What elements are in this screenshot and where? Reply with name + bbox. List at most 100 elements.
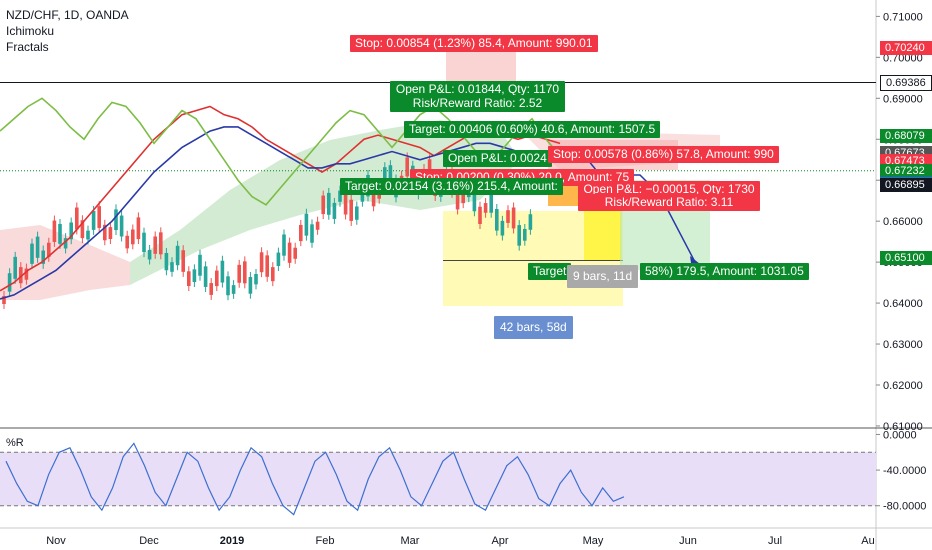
candle-body — [332, 202, 337, 219]
candle-body — [338, 190, 342, 202]
candle-body — [271, 267, 275, 282]
williams-r-line — [5, 442, 625, 516]
candle-body — [7, 273, 12, 292]
time-tick-label: May — [583, 535, 604, 547]
candle-body — [511, 207, 516, 229]
time-tick-label: Au — [861, 535, 874, 547]
candle-body — [243, 261, 247, 284]
candle-body — [461, 193, 465, 204]
candle-body — [80, 220, 85, 239]
chart-legend: NZD/CHF, 1D, OANDA Ichimoku Fractals — [6, 7, 129, 55]
candle-body — [287, 242, 292, 263]
candle-body — [506, 210, 510, 223]
trade-label[interactable]: Target: 0.02154 (3.16%) 215.4, Amount: — [340, 178, 563, 195]
candle-body — [164, 252, 169, 271]
candle-body — [153, 236, 157, 254]
candle-body — [108, 227, 113, 240]
candle-body — [41, 250, 45, 264]
trade-label[interactable]: Target: 0.00406 (0.60%) 40.6, Amount: 15… — [404, 121, 661, 138]
candle-body — [52, 220, 57, 242]
candle-body — [75, 207, 79, 230]
symbol-title[interactable]: NZD/CHF, 1D, OANDA — [6, 8, 129, 22]
price-tick-label: 0.61000 — [883, 421, 923, 433]
price-label: 0.67232 — [880, 163, 932, 178]
price-label: 0.66895 — [880, 177, 932, 192]
trade-label[interactable]: Risk/Reward Ratio: 2.52 — [390, 95, 565, 112]
price-tick-label: 0.70000 — [883, 52, 923, 64]
candle-body — [282, 234, 286, 256]
trade-label[interactable]: 58%) 179.5, Amount: 1031.05 — [640, 263, 809, 280]
time-tick-label: Apr — [491, 535, 508, 547]
candle-body — [136, 217, 141, 240]
range-divider — [443, 260, 623, 261]
indicator-fractals[interactable]: Fractals — [6, 40, 49, 54]
candle-body — [2, 296, 6, 304]
price-label: 0.65100 — [880, 251, 932, 266]
candle-body — [203, 266, 208, 287]
candle-body — [299, 224, 303, 242]
candle-body — [371, 186, 376, 207]
candle-body — [293, 247, 297, 259]
candle-body — [187, 271, 191, 287]
price-tick-label: 0.63000 — [883, 339, 923, 351]
candle-body — [131, 229, 135, 245]
candle-body — [355, 206, 359, 220]
indicator-ichimoku[interactable]: Ichimoku — [6, 24, 55, 38]
candle-body — [315, 221, 320, 230]
candle-body — [97, 206, 101, 228]
candle-body — [142, 232, 146, 253]
time-tick-label: Feb — [316, 535, 335, 547]
wr-tick-label: 0.0000 — [883, 429, 917, 441]
time-tick-label: Jul — [768, 535, 782, 547]
candle-body — [388, 165, 393, 188]
candle-body — [91, 210, 96, 230]
candle-body — [489, 193, 493, 213]
trade-label[interactable]: Risk/Reward Ratio: 3.11 — [578, 194, 760, 211]
candle-body — [248, 277, 253, 294]
time-tick-label: Mar — [401, 535, 420, 547]
candle-body — [19, 267, 23, 284]
wr-tick-label: -40.0000 — [883, 465, 926, 477]
candle-body — [254, 273, 258, 285]
candle-body — [523, 228, 527, 241]
trade-label[interactable]: Open P&L: 0.0024 — [443, 150, 552, 167]
candle-body — [349, 199, 353, 221]
candle-body — [24, 268, 29, 280]
trade-label[interactable]: Stop: 0.00578 (0.86%) 57.8, Amount: 990 — [548, 146, 779, 163]
wr-band — [0, 452, 876, 506]
candle-body — [226, 276, 230, 296]
price-tick-label: 0.66000 — [883, 216, 923, 228]
williams-r-label[interactable]: %R — [6, 437, 24, 449]
trade-label[interactable]: Open P&L: 0.01844, Qty: 1170 — [390, 81, 565, 98]
time-tick-label: Nov — [46, 535, 66, 547]
candle-body — [304, 213, 309, 236]
candle-body — [175, 245, 180, 266]
candle-body — [231, 285, 236, 294]
candle-body — [517, 225, 521, 246]
price-label: 0.69386 — [880, 75, 932, 92]
date-range-box-small — [584, 211, 622, 261]
ichimoku-line-1 — [0, 126, 561, 300]
wr-tick-label: -80.0000 — [883, 501, 926, 513]
candle-body — [483, 203, 488, 213]
price-tick-label: 0.71000 — [883, 11, 923, 23]
candle-body — [528, 214, 533, 230]
range-label: 9 bars, 11d — [567, 265, 639, 288]
trade-label[interactable]: Open P&L: −0.00015, Qty: 1730 — [578, 181, 760, 198]
trade-label[interactable]: Target — [528, 263, 572, 280]
range-label: 42 bars, 58d — [494, 316, 573, 339]
candle-body — [103, 224, 107, 241]
trade-label[interactable]: Stop: 0.00854 (1.23%) 85.4, Amount: 990.… — [350, 35, 598, 52]
candle-body — [310, 224, 314, 243]
candle-body — [58, 223, 62, 244]
candle-body — [170, 262, 174, 272]
candle-body — [383, 167, 387, 184]
candle-body — [215, 270, 219, 287]
candle-body — [192, 269, 197, 283]
candle-body — [125, 235, 129, 249]
candle-body — [181, 250, 185, 272]
candle-body — [321, 195, 325, 215]
candle-body — [327, 192, 331, 215]
candle-body — [35, 236, 40, 258]
candle-body — [478, 206, 482, 225]
